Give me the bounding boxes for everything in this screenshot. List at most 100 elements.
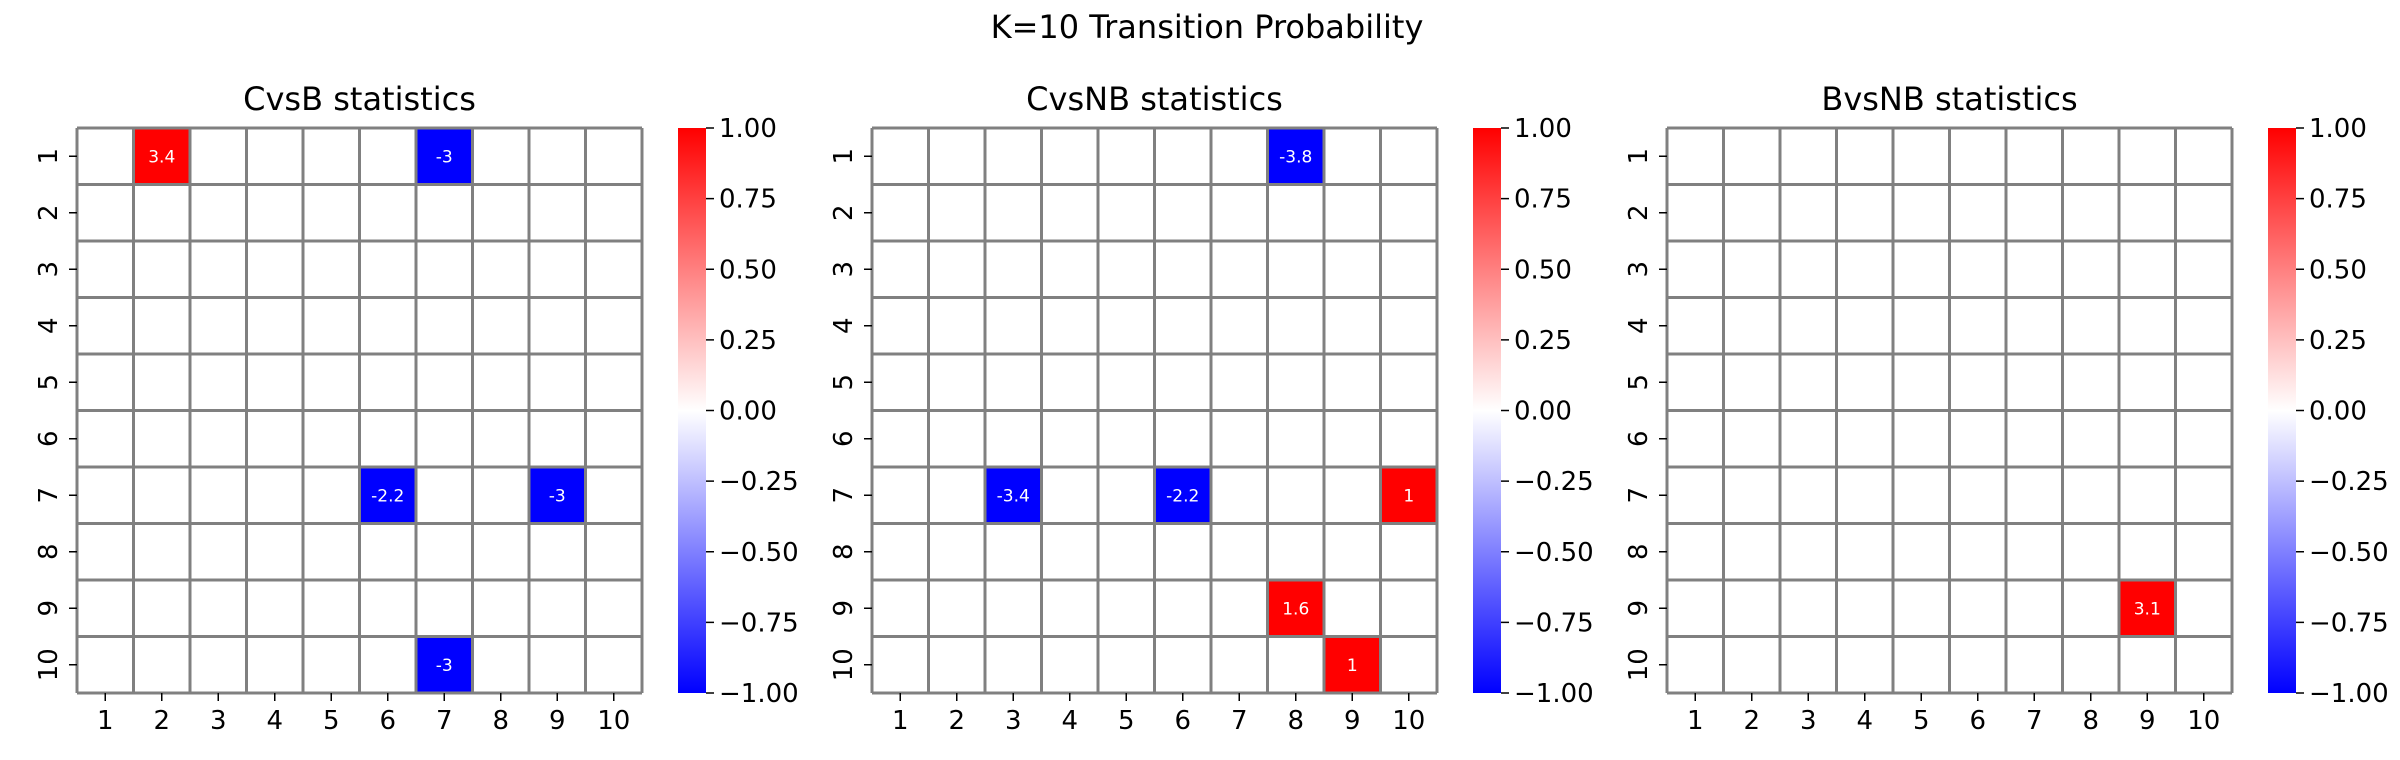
y-tick-label: 10: [34, 648, 64, 681]
cell-label: -3: [436, 656, 453, 676]
colorbar-tick-label: −0.25: [1514, 467, 1594, 497]
heatmap-cell: [1267, 580, 1324, 637]
colorbar-tick-label: 0.75: [2309, 185, 2367, 215]
y-tick-label: 5: [34, 374, 64, 391]
y-tick-label: 4: [1624, 317, 1654, 334]
cell-label: -3: [436, 147, 453, 167]
y-tick-label: 6: [34, 430, 64, 447]
y-tick-label: 3: [34, 261, 64, 278]
x-tick-label: 8: [1287, 706, 1304, 736]
x-tick-label: 4: [266, 706, 283, 736]
x-tick-label: 7: [436, 706, 453, 736]
heatmap-cell: [985, 467, 1042, 524]
x-tick-label: 3: [1800, 706, 1817, 736]
panel-title: CvsB statistics: [243, 80, 476, 118]
y-tick-label: 10: [1624, 648, 1654, 681]
x-tick-label: 1: [1687, 706, 1704, 736]
colorbar-tick-label: −0.50: [719, 538, 799, 568]
y-tick-label: 8: [1624, 543, 1654, 560]
cell-label: 3.4: [148, 147, 175, 167]
colorbar-tick-label: 0.50: [1514, 255, 1572, 285]
colorbar-tick-label: 0.25: [1514, 326, 1572, 356]
heatmap-cell: [359, 467, 416, 524]
cell-label: 1.6: [1282, 599, 1309, 619]
y-tick-label: 1: [34, 148, 64, 165]
y-tick-label: 1: [1624, 148, 1654, 165]
colorbar-tick-label: −0.75: [2309, 608, 2389, 638]
y-tick-label: 5: [1624, 374, 1654, 391]
panel-title: CvsNB statistics: [1026, 80, 1283, 118]
colorbar-tick-label: 1.00: [1514, 114, 1572, 144]
x-tick-label: 9: [2139, 706, 2156, 736]
x-tick-label: 8: [2082, 706, 2099, 736]
colorbar-tick-label: 0.25: [2309, 326, 2367, 356]
x-tick-label: 3: [210, 706, 227, 736]
x-tick-label: 3: [1005, 706, 1022, 736]
colorbar-tick-label: −0.25: [2309, 467, 2389, 497]
x-tick-label: 2: [153, 706, 170, 736]
x-tick-label: 5: [1913, 706, 1930, 736]
x-tick-label: 2: [948, 706, 965, 736]
heatmap-panel-2: CvsNB statistics -3.8 -3.4 -2.2 1 1.6 1 1 2 3 4 5 6 7…: [829, 80, 1594, 736]
heatmap-cell: [529, 467, 586, 524]
y-tick-label: 2: [829, 204, 859, 221]
colorbar: [678, 128, 706, 693]
colorbar-tick-label: 1.00: [2309, 114, 2367, 144]
y-tick-label: 8: [34, 543, 64, 560]
colorbar-tick-label: 0.00: [2309, 397, 2367, 427]
heatmap-panel-1: CvsB statistics 3.4 -3 -2.2 -3 -3 1 2 3 4 5 6 7 8 9 10 1…: [34, 80, 799, 736]
heatmap-cell: [2119, 580, 2176, 637]
colorbar-tick-label: 0.75: [1514, 185, 1572, 215]
x-tick-label: 10: [597, 706, 630, 736]
x-tick-label: 9: [1344, 706, 1361, 736]
x-tick-label: 6: [1174, 706, 1191, 736]
y-tick-label: 2: [1624, 204, 1654, 221]
y-tick-label: 6: [1624, 430, 1654, 447]
colorbar-tick-label: −1.00: [2309, 679, 2389, 709]
cell-label: -3: [549, 486, 566, 506]
x-tick-label: 5: [323, 706, 340, 736]
x-tick-label: 10: [1392, 706, 1425, 736]
x-tick-label: 5: [1118, 706, 1135, 736]
heatmap-cell: [133, 128, 190, 185]
figure-suptitle: K=10 Transition Probability: [991, 8, 1424, 46]
heatmap-cell: [1154, 467, 1211, 524]
cell-label: 3.1: [2134, 599, 2161, 619]
x-tick-label: 7: [2026, 706, 2043, 736]
colorbar-tick-label: −0.50: [2309, 538, 2389, 568]
cell-label: -3.4: [997, 486, 1030, 506]
colorbar-tick-label: −0.75: [1514, 608, 1594, 638]
heatmap-cell: [1324, 636, 1381, 693]
x-tick-label: 10: [2187, 706, 2220, 736]
colorbar-tick-label: 0.50: [719, 255, 777, 285]
y-tick-label: 1: [829, 148, 859, 165]
heatmap-cell: [416, 128, 473, 185]
x-tick-label: 7: [1231, 706, 1248, 736]
y-tick-label: 3: [829, 261, 859, 278]
cell-label: 1: [1403, 486, 1414, 506]
colorbar-tick-label: 1.00: [719, 114, 777, 144]
cell-label: -2.2: [371, 486, 404, 506]
y-tick-label: 8: [829, 543, 859, 560]
y-tick-label: 10: [829, 648, 859, 681]
heatmap-cell: [416, 636, 473, 693]
colorbar-tick-label: 0.50: [2309, 255, 2367, 285]
heatmap-panel-3: BvsNB statistics 3.1 1 2 3 4 5 6 7 8 9 10 1 2 3 4 5 6 7 8 9 1…: [1624, 80, 2389, 736]
x-tick-label: 8: [492, 706, 509, 736]
y-tick-label: 7: [1624, 487, 1654, 504]
colorbar-tick-label: 0.00: [719, 397, 777, 427]
y-tick-label: 3: [1624, 261, 1654, 278]
x-tick-label: 6: [1969, 706, 1986, 736]
colorbar-tick-label: −0.75: [719, 608, 799, 638]
y-tick-label: 7: [34, 487, 64, 504]
colorbar: [1473, 128, 1501, 693]
y-tick-label: 4: [829, 317, 859, 334]
x-tick-label: 2: [1743, 706, 1760, 736]
colorbar-tick-label: 0.00: [1514, 397, 1572, 427]
y-tick-label: 9: [829, 600, 859, 617]
cell-label: -3.8: [1279, 147, 1312, 167]
colorbar-tick-label: −1.00: [719, 679, 799, 709]
x-tick-label: 6: [379, 706, 396, 736]
y-tick-label: 5: [829, 374, 859, 391]
